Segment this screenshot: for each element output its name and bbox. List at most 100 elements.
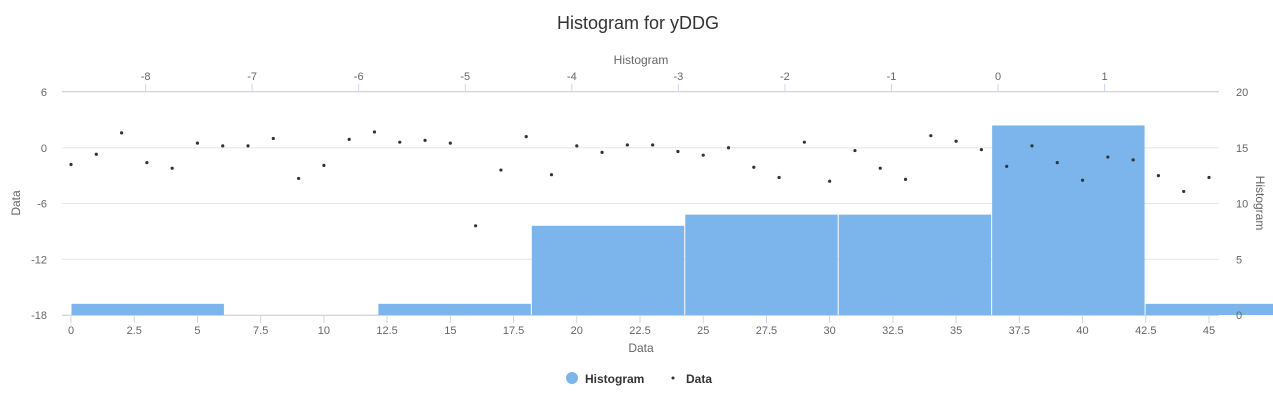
data-point-32[interactable] bbox=[878, 166, 882, 170]
data-point-41[interactable] bbox=[1106, 155, 1110, 159]
data-point-45[interactable] bbox=[1207, 175, 1211, 180]
y2-tick-label: 5 bbox=[1236, 254, 1242, 266]
data-point-24[interactable] bbox=[676, 149, 680, 154]
x-tick-label: 12.5 bbox=[376, 325, 397, 337]
histogram-bar-7[interactable] bbox=[1145, 303, 1273, 315]
data-point-5[interactable] bbox=[195, 141, 200, 145]
data-point-16[interactable] bbox=[474, 224, 478, 228]
x2-axis-title: Histogram bbox=[614, 53, 669, 67]
data-point-31[interactable] bbox=[853, 148, 857, 153]
x2-tick-label: 1 bbox=[1102, 71, 1108, 83]
histogram-bars bbox=[71, 125, 1273, 315]
histogram-bar-2[interactable] bbox=[378, 303, 531, 315]
data-point-30[interactable] bbox=[828, 179, 832, 183]
data-point-22[interactable] bbox=[625, 143, 629, 147]
data-point-23[interactable] bbox=[651, 143, 655, 147]
x-tick-label: 22.5 bbox=[629, 325, 650, 337]
data-point-4[interactable] bbox=[170, 166, 174, 170]
data-point-29[interactable] bbox=[802, 140, 806, 144]
x2-tick-label: -8 bbox=[141, 71, 151, 83]
x-tick-label: 42.5 bbox=[1135, 325, 1156, 337]
x-tick-label: 32.5 bbox=[882, 325, 903, 337]
x-tick-label: 30 bbox=[824, 325, 836, 337]
x-tick-label: 7.5 bbox=[253, 325, 268, 337]
x-tick-label: 37.5 bbox=[1009, 325, 1030, 337]
data-point-15[interactable] bbox=[448, 141, 452, 145]
data-point-33[interactable] bbox=[903, 177, 908, 181]
data-point-3[interactable] bbox=[145, 161, 149, 165]
data-point-35[interactable] bbox=[954, 139, 958, 143]
data-point-39[interactable] bbox=[1055, 161, 1059, 165]
y2-tick-label: 20 bbox=[1236, 87, 1248, 99]
x2-tick-label: -3 bbox=[673, 71, 683, 83]
x-tick-label: 25 bbox=[697, 325, 709, 337]
data-point-20[interactable] bbox=[575, 144, 579, 148]
x-tick-label: 15 bbox=[444, 325, 456, 337]
data-point-8[interactable] bbox=[271, 136, 275, 141]
data-point-37[interactable] bbox=[1005, 164, 1009, 168]
legend-histogram-marker bbox=[566, 372, 578, 384]
x-tick-label: 2.5 bbox=[127, 325, 142, 337]
y-tick-label: -6 bbox=[37, 199, 47, 211]
x2-tick-label: -5 bbox=[460, 71, 470, 83]
y2-tick-label: 0 bbox=[1236, 310, 1242, 322]
histogram-bar-4[interactable] bbox=[685, 214, 838, 315]
x-axis-title: Data bbox=[628, 341, 654, 355]
data-point-40[interactable] bbox=[1080, 178, 1085, 182]
data-point-17[interactable] bbox=[499, 168, 503, 172]
data-point-10[interactable] bbox=[322, 163, 326, 168]
data-point-9[interactable] bbox=[297, 176, 301, 181]
x-tick-label: 0 bbox=[68, 325, 74, 337]
legend-histogram-label: Histogram bbox=[585, 372, 644, 386]
y-tick-label: -12 bbox=[31, 254, 47, 266]
x2-tick-label: -6 bbox=[354, 71, 364, 83]
data-point-25[interactable] bbox=[701, 153, 705, 157]
axes bbox=[62, 84, 1219, 323]
y2-tick-label: 10 bbox=[1236, 199, 1248, 211]
data-point-44[interactable] bbox=[1182, 189, 1186, 194]
data-point-1[interactable] bbox=[94, 152, 98, 156]
data-point-28[interactable] bbox=[777, 175, 781, 180]
data-point-2[interactable] bbox=[119, 131, 124, 135]
data-point-21[interactable] bbox=[600, 150, 604, 154]
y2-tick-label: 15 bbox=[1236, 143, 1248, 155]
x-tick-label: 40 bbox=[1076, 325, 1088, 337]
data-point-7[interactable] bbox=[246, 144, 250, 148]
data-point-6[interactable] bbox=[221, 144, 225, 148]
y-tick-label: 6 bbox=[41, 87, 47, 99]
data-point-27[interactable] bbox=[752, 165, 756, 169]
legend-item-histogram[interactable]: Histogram bbox=[566, 372, 644, 386]
x-tick-label: 45 bbox=[1203, 325, 1215, 337]
data-points bbox=[69, 130, 1211, 228]
data-point-14[interactable] bbox=[423, 138, 427, 142]
data-point-42[interactable] bbox=[1131, 158, 1135, 162]
data-point-12[interactable] bbox=[372, 130, 377, 134]
x2-tick-label: -2 bbox=[780, 71, 790, 83]
x-tick-label: 20 bbox=[571, 325, 583, 337]
data-point-34[interactable] bbox=[929, 134, 933, 138]
data-point-11[interactable] bbox=[347, 137, 351, 141]
histogram-bar-0[interactable] bbox=[71, 303, 224, 315]
data-point-38[interactable] bbox=[1030, 144, 1034, 148]
histogram-bar-6[interactable] bbox=[992, 125, 1145, 315]
histogram-bar-5[interactable] bbox=[838, 214, 992, 315]
data-point-26[interactable] bbox=[726, 146, 731, 150]
legend-item-data[interactable]: Data bbox=[671, 372, 713, 386]
data-point-13[interactable] bbox=[398, 140, 402, 144]
x-tick-label: 17.5 bbox=[503, 325, 524, 337]
data-point-0[interactable] bbox=[69, 162, 73, 167]
chart-title: Histogram for yDDG bbox=[557, 13, 719, 33]
x2-tick-label: -4 bbox=[567, 71, 577, 83]
legend-data-label: Data bbox=[686, 372, 712, 386]
histogram-bar-3[interactable] bbox=[531, 225, 685, 315]
data-point-43[interactable] bbox=[1156, 174, 1161, 178]
data-point-36[interactable] bbox=[979, 148, 984, 152]
x-tick-label: 27.5 bbox=[756, 325, 777, 337]
y-axis-title: Data bbox=[9, 190, 23, 216]
data-point-18[interactable] bbox=[524, 135, 528, 139]
y-tick-label: 0 bbox=[41, 143, 47, 155]
x2-tick-label: -1 bbox=[887, 71, 897, 83]
data-point-19[interactable] bbox=[549, 173, 554, 177]
